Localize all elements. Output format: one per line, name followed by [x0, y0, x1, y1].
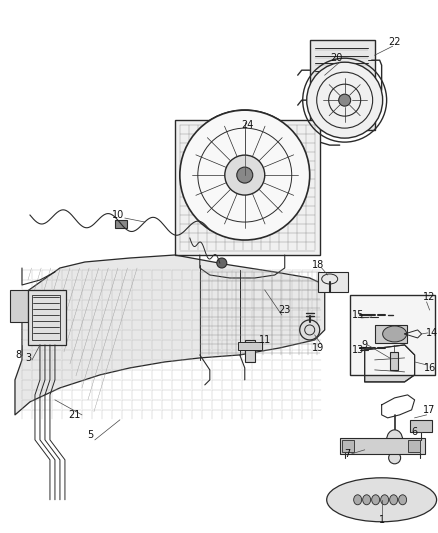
Text: 24: 24	[242, 120, 254, 130]
Bar	[28, 290, 66, 345]
Ellipse shape	[353, 495, 362, 505]
Ellipse shape	[372, 495, 380, 505]
Bar	[318, 272, 348, 292]
Ellipse shape	[390, 495, 398, 505]
Bar	[350, 295, 434, 375]
Bar	[175, 120, 320, 255]
Ellipse shape	[225, 155, 265, 195]
Text: 1: 1	[378, 515, 385, 525]
Bar	[342, 440, 353, 452]
Ellipse shape	[300, 320, 320, 340]
Ellipse shape	[387, 430, 403, 450]
Text: 6: 6	[412, 427, 418, 437]
Text: 10: 10	[112, 210, 124, 220]
Text: 21: 21	[69, 410, 81, 420]
Text: 23: 23	[279, 305, 291, 315]
Text: 13: 13	[352, 345, 364, 355]
Text: 18: 18	[311, 260, 324, 270]
Text: 9: 9	[362, 340, 368, 350]
Text: 15: 15	[351, 310, 364, 320]
Ellipse shape	[339, 94, 351, 106]
Bar	[408, 440, 420, 452]
Polygon shape	[15, 255, 325, 415]
Text: 7: 7	[345, 449, 351, 459]
Bar	[340, 438, 424, 454]
Bar	[10, 290, 28, 322]
Bar	[32, 295, 60, 340]
Text: 12: 12	[424, 292, 436, 302]
Polygon shape	[365, 345, 415, 382]
Text: 3: 3	[25, 353, 31, 363]
Ellipse shape	[363, 495, 371, 505]
Bar	[245, 340, 255, 362]
Text: 17: 17	[424, 405, 436, 415]
Ellipse shape	[237, 167, 253, 183]
Bar	[238, 342, 262, 350]
Ellipse shape	[381, 495, 389, 505]
Ellipse shape	[389, 452, 401, 464]
Bar	[310, 40, 374, 130]
Bar	[390, 352, 398, 370]
Ellipse shape	[237, 167, 253, 183]
Bar	[115, 220, 127, 228]
Text: 20: 20	[331, 53, 343, 63]
Bar	[374, 325, 406, 343]
Text: 8: 8	[15, 350, 21, 360]
Bar	[410, 420, 431, 432]
Ellipse shape	[399, 495, 406, 505]
Ellipse shape	[217, 258, 227, 268]
Ellipse shape	[180, 110, 310, 240]
Text: 16: 16	[424, 363, 436, 373]
Ellipse shape	[307, 62, 383, 138]
Text: 14: 14	[425, 328, 438, 338]
Text: 22: 22	[389, 37, 401, 47]
Text: 11: 11	[258, 335, 271, 345]
Text: 19: 19	[311, 343, 324, 353]
Text: 5: 5	[87, 430, 93, 440]
Ellipse shape	[327, 478, 437, 522]
Ellipse shape	[383, 326, 406, 342]
